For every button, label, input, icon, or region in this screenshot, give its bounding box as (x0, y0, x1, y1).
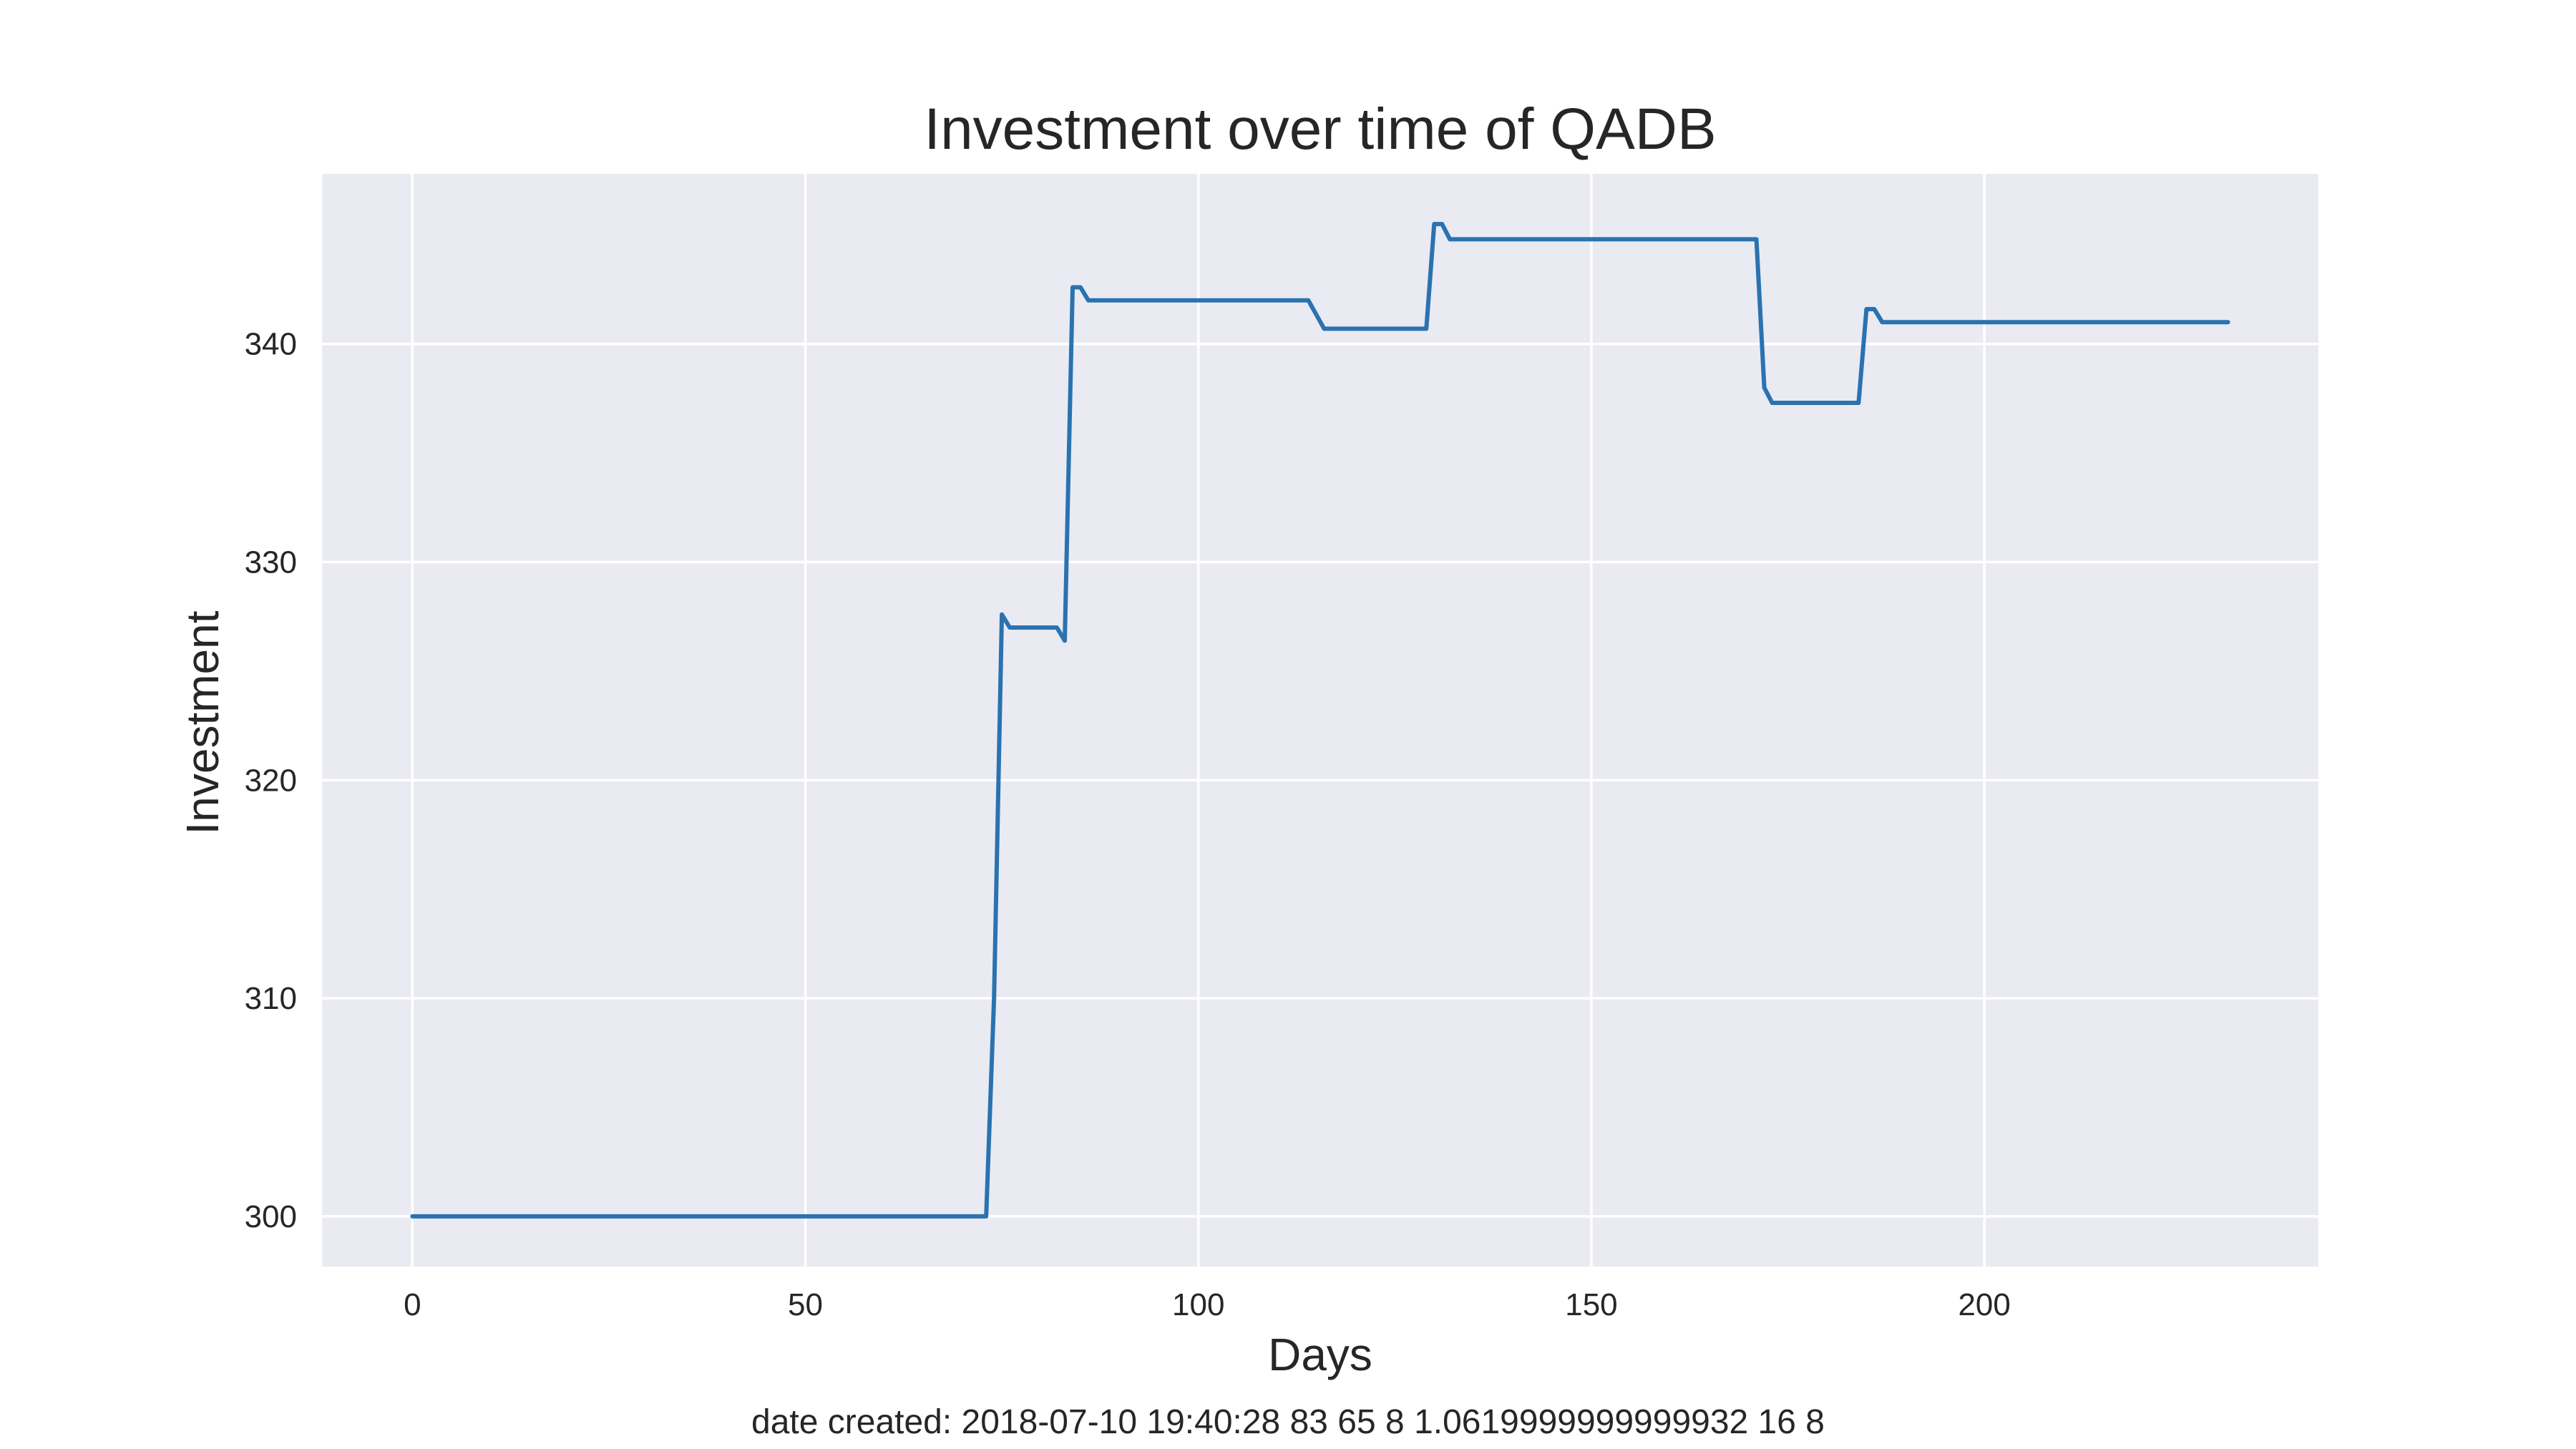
y-tick-label: 300 (245, 1199, 297, 1234)
x-tick-label: 100 (1172, 1287, 1224, 1322)
x-tick-labels: 0 50 100 150 200 (404, 1287, 2011, 1322)
x-tick-label: 50 (788, 1287, 823, 1322)
series-line-0 (410, 222, 2230, 1219)
y-tick-labels: 300 310 320 330 340 (245, 327, 297, 1234)
footer-date-created: date created: 2018-07-10 19:40:28 83 65 … (751, 1403, 1825, 1441)
y-tick-label: 320 (245, 763, 297, 798)
y-tick-label: 330 (245, 545, 297, 580)
y-axis-label: Investment (177, 610, 228, 834)
x-tick-label: 0 (404, 1287, 421, 1322)
x-tick-label: 200 (1958, 1287, 2010, 1322)
x-tick-label: 150 (1565, 1287, 1617, 1322)
y-tick-label: 340 (245, 327, 297, 362)
x-axis-label: Days (1268, 1329, 1372, 1380)
chart-title: Investment over time of QADB (924, 97, 1716, 162)
plot-background (322, 174, 2318, 1267)
series-group (410, 222, 2230, 1219)
y-tick-label: 310 (245, 981, 297, 1016)
